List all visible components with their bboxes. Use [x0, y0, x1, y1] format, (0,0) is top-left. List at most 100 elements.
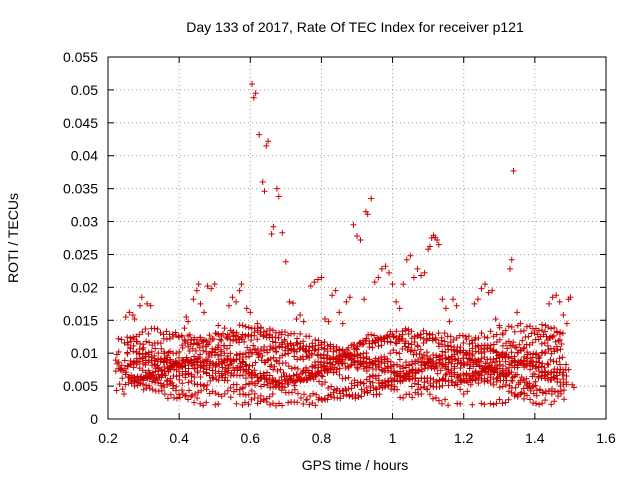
data-point	[558, 341, 565, 348]
data-point	[533, 400, 540, 407]
data-point	[325, 366, 332, 373]
data-point	[496, 396, 503, 403]
data-point	[304, 376, 311, 383]
data-point	[379, 367, 386, 374]
data-point	[509, 357, 516, 364]
data-point	[541, 364, 548, 371]
data-point	[261, 381, 268, 388]
data-point	[288, 365, 295, 372]
data-point	[324, 355, 331, 362]
data-point	[263, 334, 270, 341]
data-point	[173, 395, 180, 402]
data-point	[182, 368, 189, 375]
data-point	[221, 350, 228, 357]
data-point	[461, 362, 468, 369]
data-point	[351, 382, 358, 389]
data-point	[523, 382, 530, 389]
data-point	[516, 341, 523, 348]
data-point	[396, 350, 403, 357]
data-point	[508, 349, 515, 356]
data-point	[436, 353, 443, 360]
data-point	[436, 397, 443, 404]
data-point	[472, 359, 479, 366]
data-point	[251, 329, 258, 336]
data-point	[504, 345, 511, 352]
data-point	[544, 360, 551, 367]
data-point	[399, 345, 406, 352]
data-point	[502, 358, 509, 365]
data-point	[246, 353, 253, 360]
data-point	[215, 401, 222, 408]
data-point	[540, 331, 547, 338]
data-point	[412, 375, 419, 382]
data-point	[439, 400, 446, 407]
data-point	[428, 362, 435, 369]
data-point	[467, 361, 474, 368]
data-point	[131, 315, 138, 322]
data-point	[155, 365, 162, 372]
data-point	[256, 350, 263, 357]
data-point	[270, 400, 277, 407]
data-point	[339, 387, 346, 394]
data-point	[115, 335, 122, 342]
data-point	[360, 380, 367, 387]
data-point	[554, 376, 561, 383]
data-point	[371, 279, 378, 286]
data-point	[264, 382, 271, 389]
data-point	[420, 351, 427, 358]
data-point	[399, 378, 406, 385]
data-point	[179, 387, 186, 394]
data-point	[481, 349, 488, 356]
data-point	[227, 394, 234, 401]
data-point	[222, 374, 229, 381]
data-point	[191, 365, 198, 372]
data-point	[435, 343, 442, 350]
data-point	[208, 285, 215, 292]
data-point	[135, 376, 142, 383]
data-point	[403, 256, 410, 263]
data-point	[173, 373, 180, 380]
data-point	[160, 381, 167, 388]
data-point	[152, 361, 159, 368]
data-point	[145, 349, 152, 356]
data-point	[351, 359, 358, 366]
y-tick-label: 0.055	[63, 49, 98, 65]
data-point	[276, 343, 283, 350]
data-point	[130, 342, 137, 349]
data-point	[278, 387, 285, 394]
data-point	[427, 375, 434, 382]
data-point	[230, 333, 237, 340]
data-point	[538, 340, 545, 347]
data-point	[267, 343, 274, 350]
data-point	[216, 336, 223, 343]
data-point	[276, 354, 283, 361]
data-point	[460, 390, 467, 397]
data-point	[363, 355, 370, 362]
data-point	[514, 309, 521, 316]
data-point	[466, 341, 473, 348]
data-point	[472, 376, 479, 383]
data-point	[460, 355, 467, 362]
data-point	[162, 372, 169, 379]
data-point	[251, 372, 258, 379]
data-point	[553, 358, 560, 365]
data-point	[560, 312, 567, 319]
data-point	[449, 358, 456, 365]
data-point	[545, 387, 552, 394]
data-point	[195, 389, 202, 396]
data-point	[209, 374, 216, 381]
data-point	[366, 362, 373, 369]
axis-ticks	[107, 56, 607, 420]
data-point	[499, 354, 506, 361]
y-tick-label: 0.015	[63, 312, 98, 328]
data-point	[275, 329, 282, 336]
data-point	[214, 351, 221, 358]
data-point	[424, 355, 431, 362]
data-point	[452, 379, 459, 386]
data-point	[179, 380, 186, 387]
data-point	[340, 393, 347, 400]
data-point	[316, 378, 323, 385]
data-point	[536, 401, 543, 408]
data-point	[442, 305, 449, 312]
data-point	[496, 358, 503, 365]
